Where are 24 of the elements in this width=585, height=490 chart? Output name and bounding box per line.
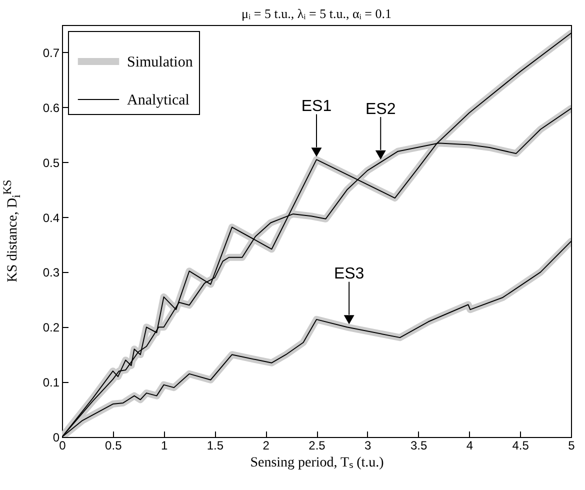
x-tick-label: 0.5: [105, 438, 122, 452]
y-tick-label: 0.1: [42, 376, 60, 390]
y-tick-label: 0.2: [42, 320, 60, 335]
x-tick-label: 3: [364, 438, 372, 452]
x-tick-label: 2: [262, 438, 270, 452]
x-tick-label: 4: [466, 438, 474, 452]
x-tick-label: 2.5: [308, 438, 326, 452]
y-tick-label: 0.5: [42, 156, 60, 170]
annotation: ES3: [334, 266, 364, 283]
legend-label: Simulation: [127, 54, 194, 70]
x-tick-label: 4.5: [512, 438, 530, 452]
x-axis-title: Sensing period, Tₛ (t.u.): [250, 456, 384, 470]
x-tick-label: 1: [160, 438, 168, 452]
annotation: ES2: [366, 100, 396, 118]
chart-title: μᵢ = 5 t.u., λᵢ = 5 t.u., αᵢ = 0.1: [242, 6, 392, 21]
legend-label: Analytical: [127, 92, 190, 108]
y-tick-label: 0.3: [42, 266, 60, 280]
x-tick-label: 5: [568, 438, 576, 452]
y-tick-label: 0.6: [42, 100, 60, 115]
x-tick-label: 1.5: [206, 438, 224, 452]
y-tick-label: 0.7: [42, 46, 60, 60]
x-tick-label: 3.5: [410, 438, 428, 452]
y-tick-label: 0.4: [42, 210, 60, 225]
annotation: ES1: [301, 98, 332, 116]
